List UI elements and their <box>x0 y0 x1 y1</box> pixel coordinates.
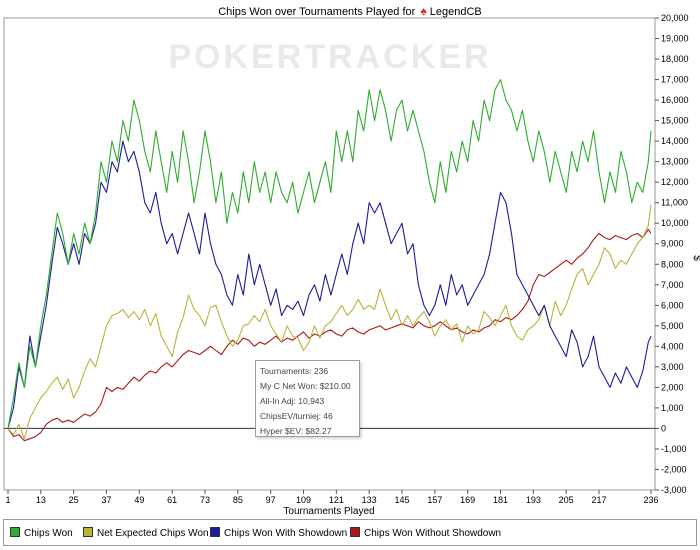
y-tick-label: 14,000 <box>661 136 689 146</box>
x-tick-label: 121 <box>329 495 344 505</box>
y-tick-label: 17,000 <box>661 75 689 85</box>
y-axis-label: $ <box>691 255 700 261</box>
y-tick-label: 3,000 <box>661 362 684 372</box>
y-tick-label: -1,000 <box>661 444 687 454</box>
y-tick-label: 15,000 <box>661 116 689 126</box>
tooltip-line: All-In Adj: 10,943 <box>260 396 325 406</box>
x-tick-label: 13 <box>36 495 46 505</box>
y-tick-label: 1,000 <box>661 403 684 413</box>
x-tick-label: 109 <box>296 495 311 505</box>
y-tick-label: 16,000 <box>661 95 689 105</box>
y-tick-label: 12,000 <box>661 177 689 187</box>
series-with-showdown <box>7 140 652 429</box>
series-without-showdown <box>7 228 652 442</box>
legend-label: Chips Won With Showdown <box>224 528 348 539</box>
y-tick-label: 6,000 <box>661 300 684 310</box>
legend-item-without-showdown[interactable]: Chips Won Without Showdown <box>350 527 501 539</box>
x-axis-label: Tournaments Played <box>283 506 374 517</box>
y-tick-label: -2,000 <box>661 464 687 474</box>
chart-legend: Chips Won Net Expected Chips Won Chips W… <box>3 519 697 546</box>
x-tick-label: 85 <box>233 495 243 505</box>
x-tick-label: 145 <box>394 495 409 505</box>
legend-swatch <box>83 527 93 537</box>
x-tick-label: 97 <box>266 495 276 505</box>
x-tick-label: 181 <box>493 495 508 505</box>
player-name: LegendCB <box>429 6 482 18</box>
x-tick-label: 73 <box>200 495 210 505</box>
y-tick-label: 10,000 <box>661 218 689 228</box>
legend-item-chips-won[interactable]: Chips Won <box>10 527 73 539</box>
y-tick-label: 11,000 <box>661 198 688 208</box>
legend-item-net-expected[interactable]: Net Expected Chips Won <box>83 527 209 539</box>
y-tick-label: 13,000 <box>661 157 689 167</box>
x-tick-label: 217 <box>591 495 606 505</box>
tooltip-line: My C Net Won: $210.00 <box>260 381 351 391</box>
legend-label: Chips Won Without Showdown <box>364 528 502 539</box>
x-tick-label: 193 <box>526 495 541 505</box>
y-tick-label: -3,000 <box>661 485 687 495</box>
legend-swatch <box>350 527 360 537</box>
y-tick-label: 8,000 <box>661 259 684 269</box>
tooltip-line: ChipsEV/turniej: 46 <box>260 411 333 421</box>
data-tooltip: Tournaments: 236 My C Net Won: $210.00 A… <box>255 360 360 437</box>
x-tick-label: 1 <box>5 495 10 505</box>
y-tick-label: 5,000 <box>661 321 684 331</box>
legend-label: Net Expected Chips Won <box>97 528 209 539</box>
x-tick-label: 49 <box>134 495 144 505</box>
y-tick-label: 9,000 <box>661 239 684 249</box>
pokertracker-spade-icon: ♠ <box>420 4 427 18</box>
series-chips-won <box>7 79 652 429</box>
legend-swatch <box>10 527 20 537</box>
tooltip-line: Tournaments: 236 <box>260 366 329 376</box>
x-tick-label: 236 <box>643 495 658 505</box>
x-tick-label: 61 <box>167 495 177 505</box>
y-tick-label: 0 <box>661 423 666 433</box>
legend-item-with-showdown[interactable]: Chips Won With Showdown <box>210 527 347 539</box>
x-tick-label: 157 <box>427 495 442 505</box>
y-tick-label: 19,000 <box>661 34 689 44</box>
axes: -3,000 -2,000 -1,000 0 1,000 2,000 3,000 4,000 5… <box>4 13 689 505</box>
tooltip-line: Hyper $EV: $82.27 <box>260 426 332 436</box>
title-text: Chips Won over Tournaments Played for <box>218 6 416 18</box>
x-tick-label: 169 <box>460 495 475 505</box>
chart-title: Chips Won over Tournaments Played for ♠ L… <box>0 4 700 18</box>
legend-swatch <box>210 527 220 537</box>
chart-svg: POKERTRACKER -3,000 -2,000 -1,000 0 1,000 2,0… <box>3 13 700 517</box>
x-tick-label: 133 <box>362 495 377 505</box>
legend-label: Chips Won <box>24 528 73 539</box>
watermark: POKERTRACKER <box>168 38 491 76</box>
y-tick-label: 7,000 <box>661 280 684 290</box>
y-tick-label: 20,000 <box>661 13 689 23</box>
y-tick-label: 2,000 <box>661 382 684 392</box>
y-tick-label: 4,000 <box>661 341 684 351</box>
x-tick-label: 25 <box>69 495 79 505</box>
x-tick-label: 205 <box>559 495 574 505</box>
series-lines <box>7 79 652 442</box>
x-tick-label: 37 <box>101 495 111 505</box>
y-tick-label: 18,000 <box>661 54 689 64</box>
